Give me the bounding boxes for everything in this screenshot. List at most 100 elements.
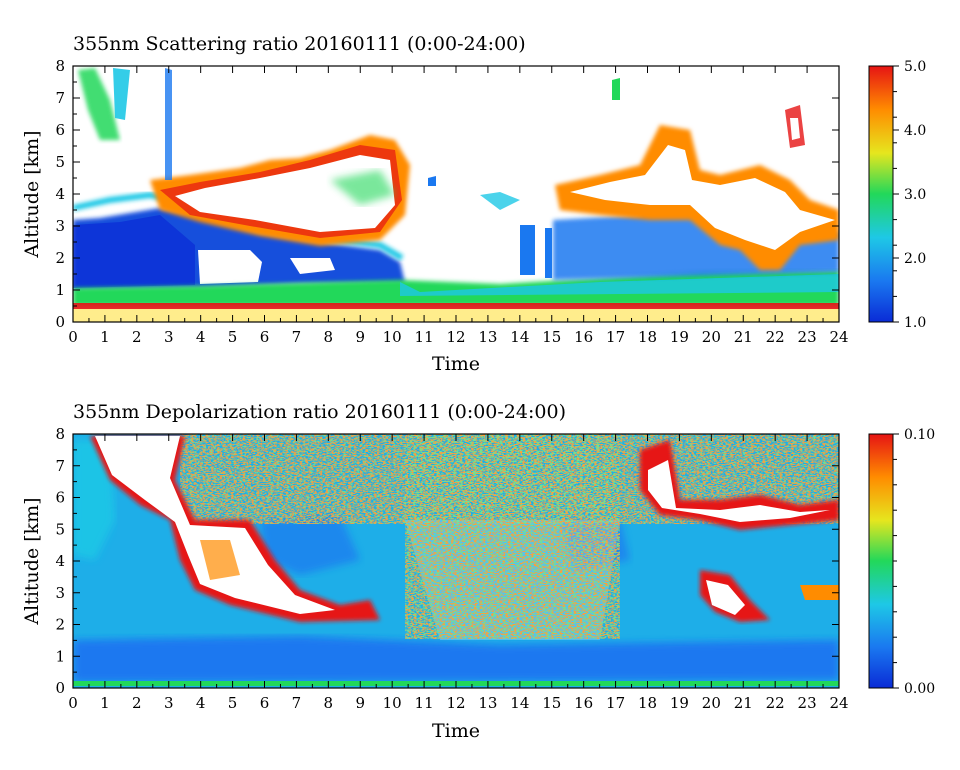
y-tick-label: 6 [55, 489, 65, 507]
scattering-heatmap [73, 66, 839, 322]
y-axis: 0 1 2 3 4 5 6 7 8 [55, 425, 839, 697]
x-tick-label: 23 [798, 328, 817, 346]
x-tick-label: 2 [132, 328, 142, 346]
y-tick-label: 5 [55, 520, 65, 538]
surface-band [73, 303, 839, 309]
x-tick-label: 1 [100, 328, 110, 346]
colorbar-tick-label: 4.0 [904, 123, 926, 139]
x-tick-label: 5 [228, 694, 238, 712]
y-tick-label: 2 [55, 616, 65, 634]
x-tick-label: 19 [670, 694, 689, 712]
y-tick-label: 6 [55, 121, 65, 139]
x-tick-label: 9 [355, 694, 365, 712]
clouds-morning [150, 135, 410, 246]
clear-gap [198, 250, 262, 284]
colorbar-tick-label: 0.00 [904, 681, 935, 697]
y-tick-label: 2 [55, 249, 65, 267]
y-tick-label: 0 [55, 313, 65, 331]
x-tick-label: 4 [196, 328, 206, 346]
x-tick-label: 9 [355, 328, 365, 346]
y-tick-label: 5 [55, 153, 65, 171]
cirrus-morning [78, 68, 120, 140]
y-tick-label: 7 [55, 89, 65, 107]
x-axis: 0 1 2 3 4 5 6 7 8 9 10 11 12 13 14 15 16 17 18 19 20 21 22 23 24 [68, 66, 849, 346]
x-tick-label: 22 [766, 694, 785, 712]
depolarization-ratio-panel: 355nm Depolarization ratio 20160111 (0:0… [21, 401, 935, 742]
x-tick-label: 3 [164, 694, 174, 712]
x-tick-label: 20 [702, 694, 721, 712]
x-tick-label: 21 [734, 694, 753, 712]
colorbar-tick-label: 1.0 [904, 315, 926, 331]
x-tick-label: 18 [638, 694, 657, 712]
aerosol-layer [73, 270, 839, 306]
chart-title: 355nm Depolarization ratio 20160111 (0:0… [73, 401, 566, 423]
x-tick-label: 15 [542, 694, 561, 712]
x-tick-label: 14 [510, 694, 529, 712]
x-tick-label: 0 [68, 328, 78, 346]
y-tick-label: 4 [55, 185, 65, 203]
y-axis: 0 1 2 3 4 5 6 7 8 [55, 57, 839, 331]
colorbar-tick-label: 5.0 [904, 59, 926, 75]
y-axis-label: Altitude [km] [21, 130, 43, 258]
x-tick-label: 11 [415, 694, 434, 712]
colorbar-tick-label: 3.0 [904, 187, 926, 203]
x-tick-label: 20 [702, 328, 721, 346]
y-tick-label: 1 [55, 647, 65, 665]
x-tick-label: 16 [574, 328, 593, 346]
x-tick-label: 17 [606, 694, 625, 712]
lower-layer [73, 636, 839, 682]
x-tick-label: 7 [292, 694, 302, 712]
x-tick-label: 13 [478, 328, 497, 346]
x-tick-label: 13 [478, 694, 497, 712]
y-tick-label: 0 [55, 679, 65, 697]
colorbar-tick-label: 0.10 [904, 427, 935, 443]
y-tick-label: 7 [55, 457, 65, 475]
x-tick-label: 6 [260, 328, 270, 346]
x-tick-label: 12 [446, 328, 465, 346]
x-tick-label: 24 [829, 694, 848, 712]
x-tick-label: 18 [638, 328, 657, 346]
x-tick-label: 8 [324, 694, 334, 712]
cloud-morning [90, 436, 380, 622]
colorbar: 1.0 2.0 3.0 4.0 5.0 [868, 59, 926, 331]
x-tick-label: 7 [292, 328, 302, 346]
y-tick-label: 4 [55, 552, 65, 570]
y-tick-label: 3 [55, 584, 65, 602]
x-tick-label: 10 [383, 328, 402, 346]
chart-title: 355nm Scattering ratio 20160111 (0:00-24… [73, 33, 526, 55]
x-tick-label: 17 [606, 328, 625, 346]
x-tick-label: 15 [542, 328, 561, 346]
clear-gap [290, 258, 335, 274]
x-tick-label: 10 [383, 694, 402, 712]
x-tick-label: 3 [164, 328, 174, 346]
x-tick-label: 11 [415, 328, 434, 346]
x-tick-label: 6 [260, 694, 270, 712]
x-tick-label: 8 [324, 328, 334, 346]
x-axis-label: Time [432, 353, 480, 375]
x-tick-label: 2 [132, 694, 142, 712]
colorbar: 0.00 0.10 [868, 427, 935, 697]
x-tick-label: 12 [446, 694, 465, 712]
x-tick-label: 19 [670, 328, 689, 346]
y-tick-label: 3 [55, 217, 65, 235]
x-tick-label: 5 [228, 328, 238, 346]
y-tick-label: 8 [55, 57, 65, 75]
aerosol-layer-upper [400, 274, 839, 296]
clouds-afternoon [555, 105, 839, 270]
y-tick-label: 8 [55, 425, 65, 443]
x-tick-label: 23 [798, 694, 817, 712]
x-tick-label: 21 [734, 328, 753, 346]
x-tick-label: 14 [510, 328, 529, 346]
cloud-afternoon [640, 440, 839, 622]
x-tick-label: 4 [196, 694, 206, 712]
scattering-ratio-panel: 355nm Scattering ratio 20160111 (0:00-24… [21, 33, 926, 375]
boundary-layer-inner [73, 215, 195, 288]
y-axis-label: Altitude [km] [21, 497, 43, 625]
x-tick-label: 24 [829, 328, 848, 346]
x-tick-label: 0 [68, 694, 78, 712]
x-tick-label: 22 [766, 328, 785, 346]
colorbar-tick-label: 2.0 [904, 251, 926, 267]
x-axis-label: Time [432, 720, 480, 742]
x-tick-label: 16 [574, 694, 593, 712]
